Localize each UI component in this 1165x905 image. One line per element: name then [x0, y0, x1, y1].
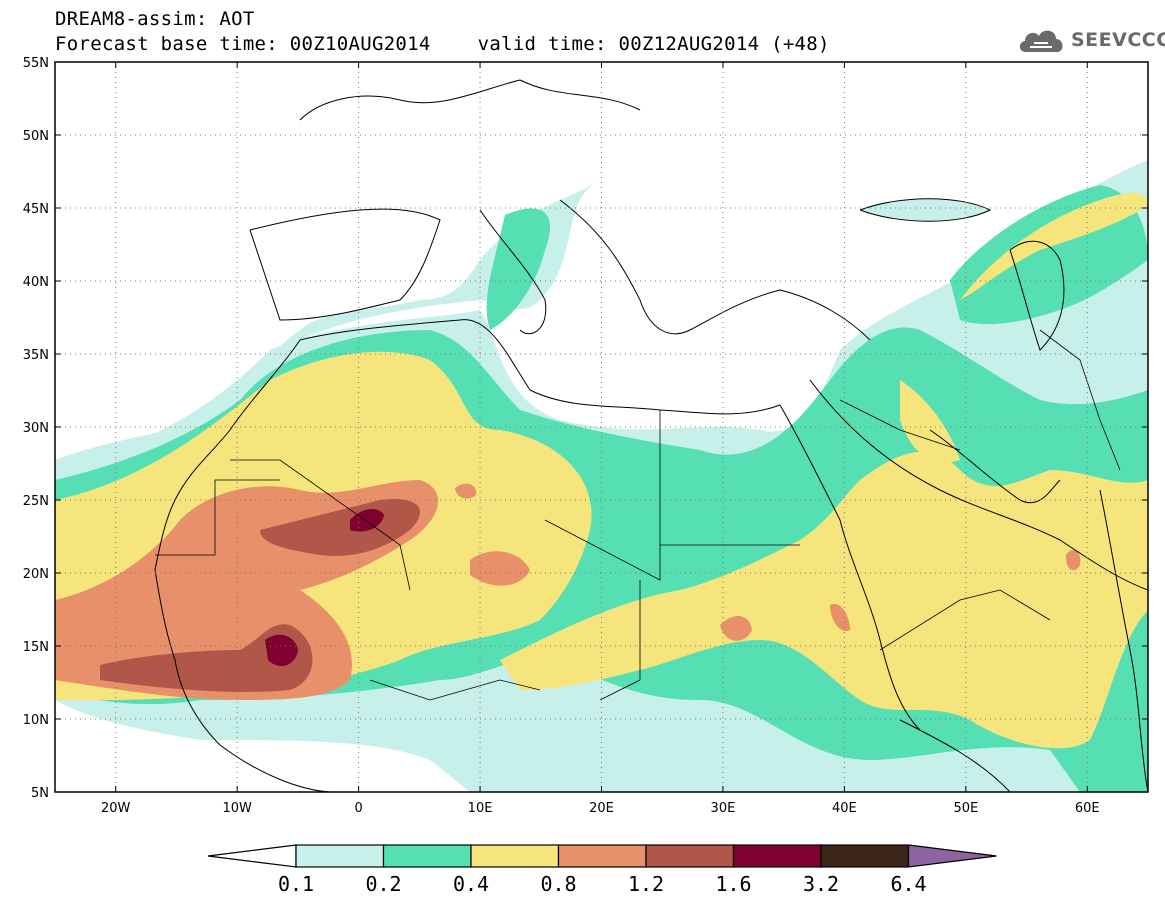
- colorbar-swatch: [382, 844, 472, 868]
- lat-tick-label: 5N: [31, 786, 49, 801]
- lon-tick-label: 20E: [589, 801, 614, 816]
- lon-tick-label: 20W: [101, 801, 131, 816]
- colorbar-label: 6.4: [890, 872, 926, 896]
- coast-iberia: [249, 208, 441, 321]
- aot-region-spot-chad: [470, 551, 530, 586]
- coast-black-sea: [859, 198, 992, 222]
- aot-region-adriatic: [486, 208, 551, 330]
- lon-tick-label: 10W: [222, 801, 252, 816]
- lat-tick-label: 55N: [23, 56, 49, 71]
- coast-arabia: [809, 379, 1148, 591]
- longitude-axis: 20W 10W 0 10E 20E 30E 40E 50E 60E: [101, 62, 1100, 816]
- colorbar-high-cap: [907, 844, 997, 868]
- colorbar-swatch: [470, 844, 560, 868]
- aot-region-spot-oman: [1065, 549, 1081, 571]
- border-niger-nigeria: [369, 679, 541, 701]
- border-mauritania: [155, 479, 280, 556]
- colorbar-swatch: [732, 844, 822, 868]
- longitude-gridlines: [115, 62, 1088, 792]
- coast-mediterranean-africa: [299, 319, 781, 415]
- aot-region-peak-north: [350, 508, 384, 532]
- logo-text: SEEVCCC: [1071, 29, 1165, 51]
- border-saudi-yemen: [879, 589, 1051, 651]
- aot-region-caspian-core: [960, 193, 1148, 300]
- graticule: [55, 62, 1148, 792]
- map-subtitle: Forecast base time: 00Z10AUG2014 valid t…: [55, 33, 830, 55]
- colorbar-swatch: [820, 844, 910, 868]
- colorbar-label: 0.2: [365, 872, 401, 896]
- lon-tick-label: 0: [354, 801, 362, 816]
- aot-region-peak-south: [265, 634, 298, 667]
- coast-balkans-greece: [559, 199, 871, 341]
- aot-region-senegal: [100, 624, 313, 692]
- lon-tick-label: 40E: [832, 801, 857, 816]
- coast-caspian: [1009, 240, 1065, 351]
- border-algeria-mali: [230, 459, 411, 591]
- colorbar-label: 1.6: [715, 872, 751, 896]
- lat-tick-label: 25N: [23, 494, 49, 509]
- aot-region-arabia: [900, 380, 960, 463]
- lat-tick-label: 40N: [23, 275, 49, 290]
- lat-tick-label: 50N: [23, 129, 49, 144]
- cloud-icon: [1019, 30, 1063, 52]
- colorbar-low-cap: [207, 844, 297, 868]
- lat-tick-label: 10N: [23, 713, 49, 728]
- coast-persian-gulf: [929, 429, 1061, 503]
- colorbar: 0.1 0.2 0.4 0.8 1.2 1.6 3.2 6.4: [207, 844, 997, 896]
- colorbar-swatch: [645, 844, 735, 868]
- coastlines: [154, 79, 1148, 792]
- colorbar-label: 0.4: [453, 872, 489, 896]
- lon-tick-label: 60E: [1075, 801, 1100, 816]
- lat-tick-label: 30N: [23, 421, 49, 436]
- map-title: DREAM8-assim: AOT: [55, 8, 255, 30]
- aot-region-spot-red-sea: [830, 604, 850, 631]
- aot-region-sahel-belt: [500, 451, 1148, 749]
- border-iraq-saudi: [839, 399, 961, 451]
- coast-europe-north: [299, 79, 641, 121]
- coast-red-sea: [779, 404, 921, 731]
- coast-horn-africa: [899, 719, 1011, 792]
- lat-tick-label: 35N: [23, 348, 49, 363]
- latitude-axis: 55N 50N 45N 40N 35N 30N 25N 20N 15N 10N 5N: [23, 56, 1148, 801]
- aot-region-spot-sudan: [720, 615, 752, 641]
- lat-tick-label: 15N: [23, 640, 49, 655]
- colorbar-swatch: [295, 844, 385, 868]
- coast-italy: [479, 209, 547, 335]
- seevccc-logo: SEEVCCC: [1016, 24, 1165, 58]
- border-sudan-chad: [599, 580, 641, 701]
- colorbar-label: 0.1: [278, 872, 314, 896]
- colorbar-swatch: [557, 844, 647, 868]
- coast-west-africa: [154, 339, 331, 792]
- aot-region-spot-algeria: [455, 483, 477, 499]
- country-borders: [155, 329, 1121, 701]
- lat-tick-label: 45N: [23, 202, 49, 217]
- border-libya-chad: [544, 519, 661, 581]
- aot-level-1.6: [265, 508, 384, 667]
- colorbar-label: 1.2: [628, 872, 664, 896]
- colorbar-label: 3.2: [803, 872, 839, 896]
- colorbar-label: 0.8: [540, 872, 576, 896]
- lon-tick-label: 30E: [711, 801, 736, 816]
- border-iran-afghan: [1039, 329, 1121, 471]
- lon-tick-label: 10E: [468, 801, 493, 816]
- aot-region-black-sea: [860, 198, 990, 222]
- coast-india: [1099, 489, 1148, 792]
- aot-region-west: [55, 180, 600, 470]
- lat-tick-label: 20N: [23, 567, 49, 582]
- lon-tick-label: 50E: [953, 801, 978, 816]
